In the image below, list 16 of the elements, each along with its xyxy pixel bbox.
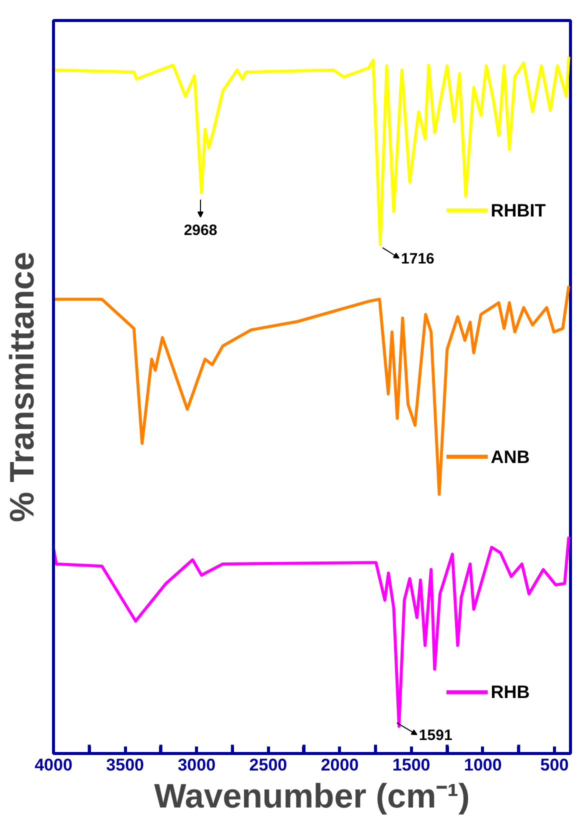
- annotation: 2968: [184, 222, 218, 239]
- x-axis-title: Wavenumber (cm⁻¹): [154, 778, 470, 816]
- x-tick-label: 3000: [178, 756, 216, 774]
- annotation: 1716: [401, 250, 434, 268]
- legend-label: RHB: [490, 682, 530, 702]
- x-tick-label: 2500: [249, 756, 288, 774]
- x-tick-label: 1000: [464, 756, 502, 774]
- y-axis-title: % Transmittance: [4, 252, 42, 522]
- annotation: 1591: [418, 727, 452, 744]
- x-tick-label: 2000: [320, 756, 359, 774]
- x-tick-label: 3500: [106, 756, 144, 774]
- x-tick-label: 500: [540, 756, 569, 774]
- x-tick-label: 1500: [392, 756, 430, 774]
- legend-label: RHBIT: [490, 200, 546, 220]
- legend-label: ANB: [490, 446, 530, 467]
- x-tick-label: 4000: [34, 756, 72, 774]
